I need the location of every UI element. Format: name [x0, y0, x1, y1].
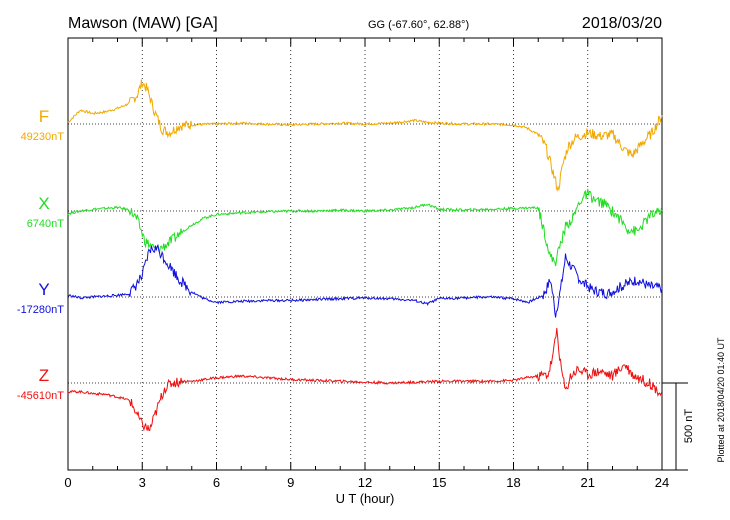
x-tick-label-15: 15 [432, 475, 446, 490]
z-series-name: Z [39, 366, 49, 385]
grid-layer [141, 38, 589, 470]
z-series-line [67, 327, 663, 432]
f-series-name: F [39, 107, 49, 126]
x-tick-label-12: 12 [358, 475, 372, 490]
plot-date: 2018/03/20 [582, 15, 662, 32]
x-tick-label-24: 24 [655, 475, 669, 490]
series-labels: F 49230nT X 6740nT Y -17280nT Z -45610nT [17, 107, 64, 402]
x-series-name: X [38, 194, 49, 213]
x-tick-label-0: 0 [64, 475, 71, 490]
station-title: Mawson (MAW) [GA] [68, 15, 218, 32]
x-series-line [67, 188, 663, 267]
f-baseline-label: 49230nT [21, 131, 65, 143]
f-series-line [67, 79, 663, 192]
station-coordinates: GG (-67.60°, 62.88°) [368, 19, 469, 31]
y-baseline-label: -17280nT [17, 304, 64, 316]
y-series-line [67, 244, 663, 318]
plot-timestamp-note: Plotted at 2018/04/20 01:40 UT [716, 337, 726, 463]
z-baseline-label: -45610nT [17, 390, 64, 402]
x-tick-label-3: 3 [139, 475, 146, 490]
series-layer [67, 79, 663, 432]
x-tick-label-21: 21 [581, 475, 595, 490]
x-tick-label-6: 6 [213, 475, 220, 490]
x-axis-ticks: 0 3 6 9 12 15 18 21 24 [64, 38, 669, 490]
x-axis-title: U T (hour) [336, 491, 395, 506]
scale-bar-label: 500 nT [683, 409, 695, 444]
y-series-name: Y [38, 280, 49, 299]
x-tick-label-9: 9 [287, 475, 294, 490]
x-baseline-label: 6740nT [27, 218, 65, 230]
x-tick-label-18: 18 [506, 475, 520, 490]
